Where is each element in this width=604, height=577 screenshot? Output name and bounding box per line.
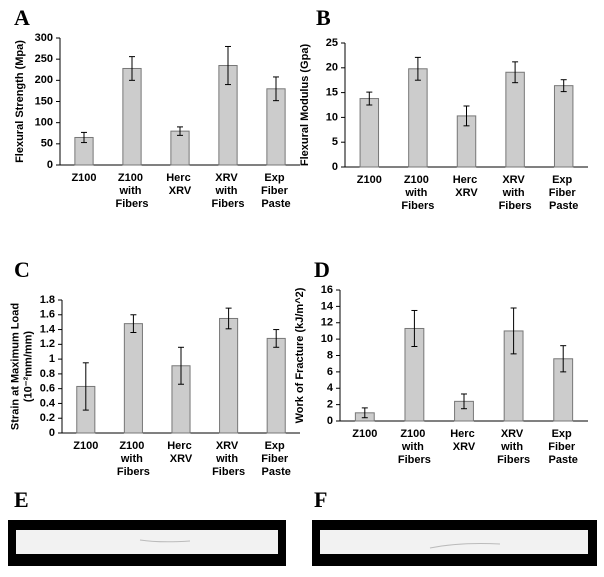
error-bar (414, 56, 421, 81)
x-tick-label: Exp Fiber Paste (549, 174, 579, 212)
x-tick-label: Z100 with Fibers (115, 172, 148, 210)
error-bar (463, 105, 470, 127)
panel-letter: F (314, 487, 327, 512)
error-bar (82, 362, 89, 411)
y-tick-label: 4 (327, 382, 334, 394)
y-axis-label: Work of Fracture (kJ/m^2) (294, 287, 306, 423)
panel-letter: E (14, 487, 29, 512)
error-bar (560, 345, 567, 373)
x-tick-label: Herc XRV (450, 428, 478, 453)
y-tick-label: 15 (326, 87, 338, 99)
error-bar (411, 309, 418, 347)
y-tick-label: 150 (35, 95, 53, 107)
error-bar (225, 45, 231, 86)
error-bar (361, 407, 368, 419)
bar (170, 130, 190, 166)
y-axis-label: Flexural Modulus (Gpa) (299, 44, 311, 167)
y-tick-label: 10 (326, 111, 338, 123)
bar (122, 67, 142, 166)
error-bar (510, 307, 517, 355)
y-tick-label: 0 (47, 159, 53, 171)
panel-letter: A (14, 5, 30, 30)
y-axis-label: Strain at Maximum Load (9, 303, 21, 430)
x-tick-label: Exp Fiber Paste (261, 172, 291, 210)
y-tick-label: 300 (35, 32, 53, 44)
x-tick-label: Herc XRV (167, 440, 195, 465)
bar (408, 68, 428, 168)
y-tick-label: 0.8 (40, 368, 55, 380)
x-tick-label: XRV with Fibers (211, 172, 244, 210)
y-tick-label: 0.4 (40, 397, 56, 409)
y-tick-label: 8 (327, 349, 333, 361)
y-tick-label: 6 (327, 366, 333, 378)
error-bar (225, 307, 232, 330)
error-bar (130, 314, 137, 334)
y-axis-label: (10⁻²mm/mm) (22, 331, 34, 403)
y-tick-label: 25 (326, 37, 338, 49)
bar (266, 337, 286, 434)
y-tick-label: 250 (35, 53, 53, 65)
error-bar (129, 56, 135, 81)
bar (123, 323, 143, 434)
x-tick-label: Z100 (352, 428, 377, 440)
y-tick-label: 1.2 (40, 338, 55, 350)
error-bar (178, 346, 184, 385)
x-tick-label: Z100 (357, 174, 382, 186)
y-tick-label: 0 (49, 427, 55, 439)
y-tick-label: 1.4 (40, 323, 56, 335)
y-tick-label: 0.6 (40, 383, 55, 395)
bar (553, 85, 574, 168)
error-bar (81, 131, 87, 144)
y-tick-label: 0 (332, 161, 338, 173)
x-tick-label: Herc XRV (453, 174, 481, 199)
bar (359, 98, 380, 168)
x-tick-label: Z100 with Fibers (117, 440, 150, 478)
y-tick-label: 20 (326, 62, 338, 74)
x-tick-label: Z100 (71, 172, 96, 184)
y-axis-label: Flexural Strength (Mpa) (14, 40, 26, 163)
error-bar (512, 61, 519, 84)
error-bar (366, 91, 373, 106)
y-tick-label: 100 (35, 117, 53, 129)
x-tick-label: Herc XRV (166, 172, 194, 197)
x-tick-label: XRV with Fibers (499, 174, 532, 212)
error-bar (560, 79, 567, 93)
x-tick-label: Z100 with Fibers (401, 174, 434, 212)
y-tick-label: 12 (321, 317, 333, 329)
y-tick-label: 200 (35, 74, 53, 86)
error-bar (273, 76, 279, 102)
y-tick-label: 0.2 (40, 412, 55, 424)
image-f (312, 520, 597, 566)
y-tick-label: 2 (327, 399, 333, 411)
error-bar (177, 126, 183, 136)
panel-letter: C (14, 257, 30, 282)
x-tick-label: Z100 with Fibers (398, 428, 431, 466)
y-tick-label: 1.8 (40, 294, 55, 306)
image-e (8, 520, 286, 566)
bar (505, 71, 525, 168)
x-tick-label: XRV with Fibers (497, 428, 530, 466)
x-tick-label: Exp Fiber Paste (548, 428, 578, 466)
y-tick-label: 0 (327, 415, 333, 427)
x-tick-label: Exp Fiber Paste (261, 440, 291, 478)
error-bar (273, 329, 280, 348)
x-tick-label: XRV with Fibers (212, 440, 245, 478)
y-tick-label: 10 (321, 333, 333, 345)
y-tick-label: 1 (49, 353, 55, 365)
panel-letter: B (316, 5, 331, 30)
y-tick-label: 16 (321, 284, 333, 296)
y-tick-label: 50 (41, 138, 53, 150)
y-tick-label: 1.6 (40, 309, 55, 321)
panel-letter: D (314, 257, 330, 282)
bar (219, 317, 239, 434)
x-tick-label: Z100 (73, 440, 98, 452)
y-tick-label: 14 (321, 300, 334, 312)
error-bar (461, 393, 467, 410)
y-tick-label: 5 (332, 136, 338, 148)
